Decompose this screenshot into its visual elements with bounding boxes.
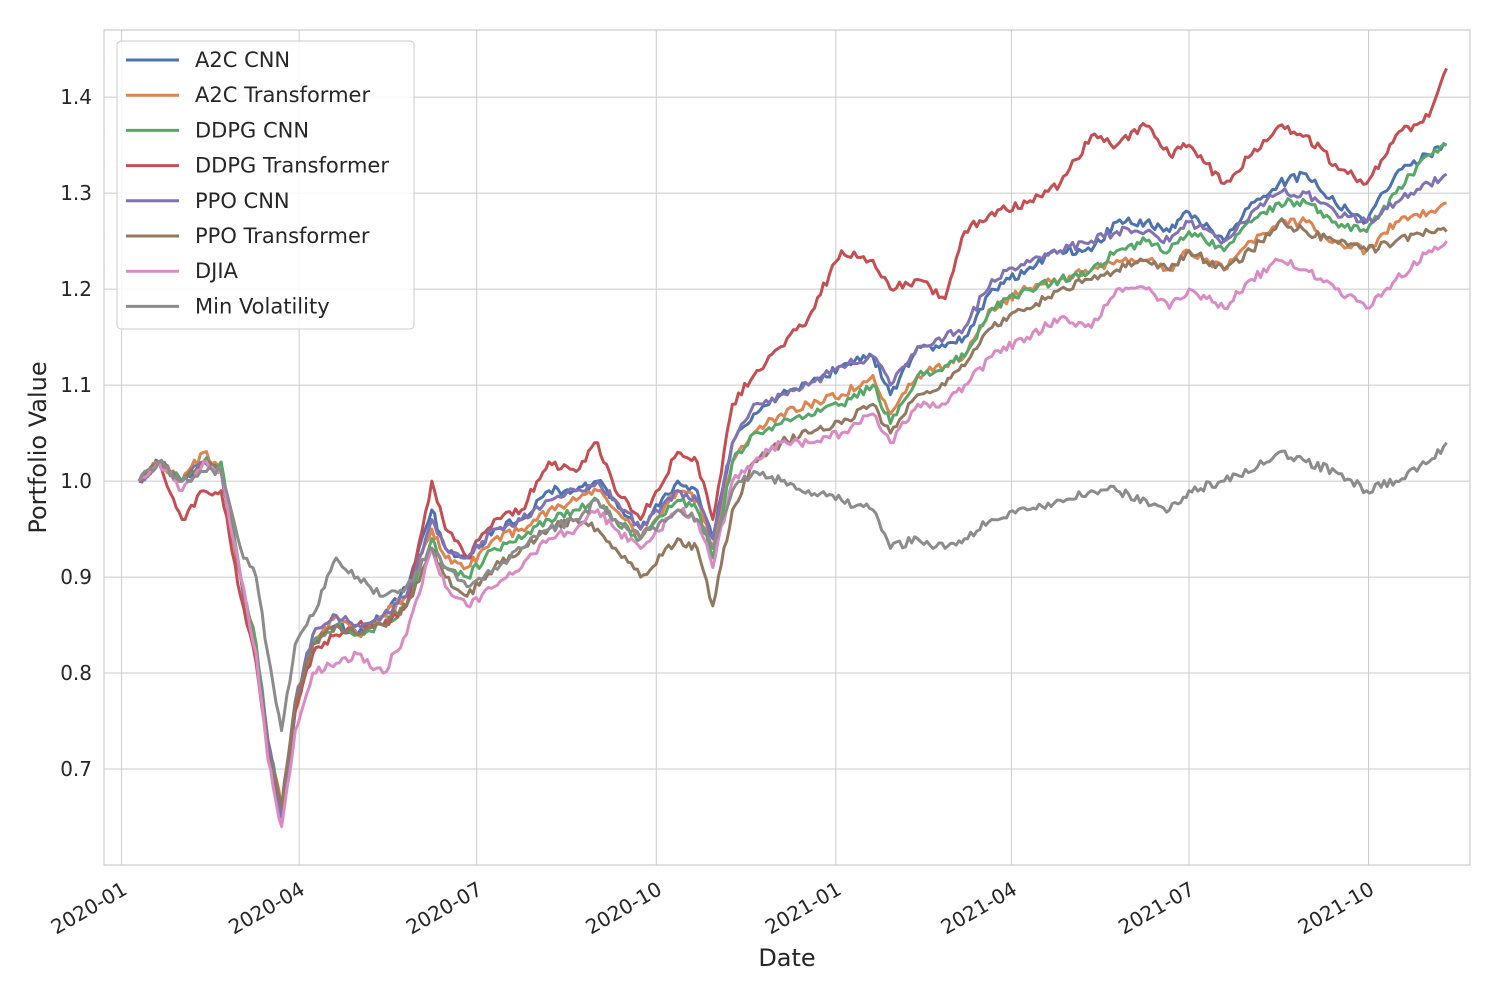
legend-entry-label: A2C Transformer: [195, 83, 370, 107]
legend-entry-label: DJIA: [195, 259, 239, 283]
series-line-ppo-cnn: [138, 172, 1448, 819]
series-lines: [137, 67, 1448, 829]
legend-entry-label: PPO CNN: [195, 189, 290, 213]
y-tick-label: 0.8: [60, 661, 92, 685]
x-tick-label: 2021-04: [937, 877, 1021, 940]
y-tick-label: 1.1: [60, 373, 92, 397]
y-tick-label: 1.0: [60, 469, 92, 493]
x-axis-ticks: 2020-01 2020-04 2020-07 2020-10 2021-01 2021-…: [47, 877, 1378, 940]
x-tick-label: 2021-10: [1294, 877, 1378, 940]
legend-entry-label: PPO Transformer: [195, 224, 370, 248]
x-axis-label: Date: [758, 944, 815, 972]
y-axis-label: Portfolio Value: [24, 361, 52, 533]
x-tick-label: 2020-01: [47, 877, 131, 940]
x-tick-label: 2020-07: [402, 877, 486, 940]
x-tick-label: 2020-10: [581, 877, 665, 940]
plot-frame: [103, 29, 1471, 866]
y-tick-label: 1.4: [60, 85, 92, 109]
legend-entry-label: A2C CNN: [195, 48, 290, 72]
legend-entry-label: DDPG CNN: [195, 118, 309, 142]
legend-box: [116, 40, 415, 330]
y-tick-label: 1.3: [60, 181, 92, 205]
x-tick-label: 2021-01: [761, 877, 845, 940]
x-tick-label: 2021-07: [1114, 877, 1198, 940]
y-tick-label: 1.2: [60, 277, 92, 301]
y-axis-ticks: 0.7 0.8 0.9 1.0 1.1 1.2 1.3 1.4: [60, 85, 92, 781]
legend: A2C CNN A2C Transformer DDPG CNN DDPG Trans…: [116, 40, 415, 330]
series-line-min-volatility: [137, 441, 1448, 733]
series-line-ddpg-cnn: [138, 143, 1447, 809]
y-tick-label: 0.9: [60, 565, 92, 589]
legend-entry-label: DDPG Transformer: [195, 154, 389, 178]
series-line-ppo-transformer: [137, 217, 1448, 809]
y-tick-label: 0.7: [60, 757, 92, 781]
x-tick-label: 2020-04: [224, 877, 308, 940]
legend-entry-label: Min Volatility: [195, 294, 330, 318]
series-line-djia: [137, 240, 1448, 829]
